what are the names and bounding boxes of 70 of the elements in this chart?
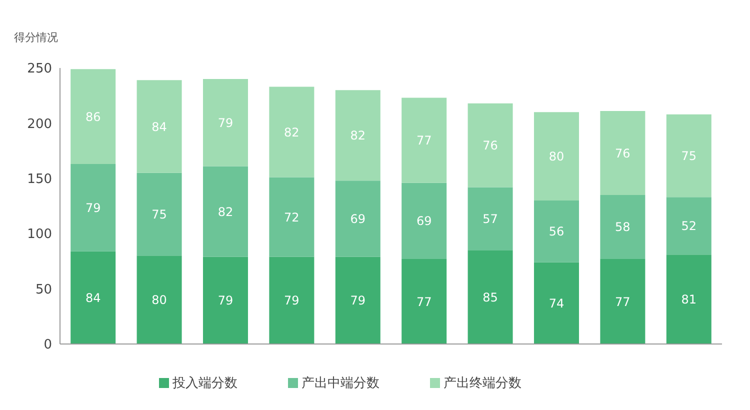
bar <box>666 197 712 255</box>
y-tick-label: 100 <box>27 227 52 242</box>
bar <box>534 200 579 262</box>
bar <box>202 256 248 344</box>
bar <box>600 258 646 344</box>
legend-label: 产出中端分数 <box>302 376 380 391</box>
data-label: 79 <box>218 116 234 130</box>
data-label: 76 <box>482 138 498 153</box>
data-label: 84 <box>85 290 101 305</box>
bar <box>402 182 447 259</box>
y-tick-label: 50 <box>35 282 52 298</box>
bar <box>136 256 182 344</box>
bar <box>202 166 248 257</box>
bar <box>136 80 182 173</box>
data-label: 82 <box>350 128 366 143</box>
bar <box>666 254 712 344</box>
data-label: 57 <box>482 212 498 226</box>
bar <box>402 258 447 344</box>
data-label: 77 <box>416 294 432 309</box>
bar <box>335 90 380 181</box>
data-label: 74 <box>548 296 564 310</box>
bar <box>468 187 513 250</box>
data-label: 86 <box>85 110 101 124</box>
data-label: 69 <box>350 212 366 226</box>
y-tick-label: 250 <box>27 62 52 77</box>
bar <box>402 98 447 183</box>
bar <box>70 251 116 344</box>
bar <box>269 86 314 178</box>
bar <box>269 256 314 344</box>
data-label: 69 <box>416 214 432 228</box>
bar <box>269 177 314 257</box>
data-label: 80 <box>548 150 564 164</box>
bar <box>534 112 579 200</box>
data-label: 52 <box>681 219 697 234</box>
legend-label: 投入端分数 <box>172 376 238 391</box>
data-label: 79 <box>85 200 101 215</box>
y-tick-label: 200 <box>27 116 52 132</box>
data-label: 79 <box>350 294 366 308</box>
data-label: 80 <box>152 293 167 308</box>
data-label: 75 <box>152 208 167 222</box>
data-label: 77 <box>615 294 630 309</box>
bar <box>666 114 712 198</box>
y-tick-label: 0 <box>44 338 52 353</box>
data-label: 84 <box>152 120 167 134</box>
data-label: 76 <box>615 146 630 160</box>
bar <box>136 172 182 256</box>
data-label: 77 <box>416 134 432 148</box>
bar <box>70 164 116 252</box>
data-label: 79 <box>218 294 234 308</box>
y-axis-title: 得分情况 <box>14 30 58 45</box>
data-label: 58 <box>615 220 630 234</box>
data-label: 82 <box>284 125 300 140</box>
legend-label: 产出终端分数 <box>444 376 522 391</box>
bar <box>534 262 579 344</box>
bar <box>600 111 646 195</box>
bar <box>202 79 248 166</box>
bar <box>70 69 116 164</box>
bar <box>468 250 513 344</box>
data-label: 82 <box>218 204 234 219</box>
data-label: 85 <box>482 290 498 304</box>
data-label: 56 <box>548 224 564 239</box>
y-tick-label: 150 <box>27 172 52 188</box>
data-label: 75 <box>681 149 697 164</box>
data-label: 81 <box>681 292 697 307</box>
bar <box>600 194 646 259</box>
bar <box>468 103 513 188</box>
data-label: 79 <box>284 294 300 308</box>
bar <box>335 180 380 257</box>
data-label: 72 <box>284 210 300 224</box>
bar <box>335 256 380 344</box>
